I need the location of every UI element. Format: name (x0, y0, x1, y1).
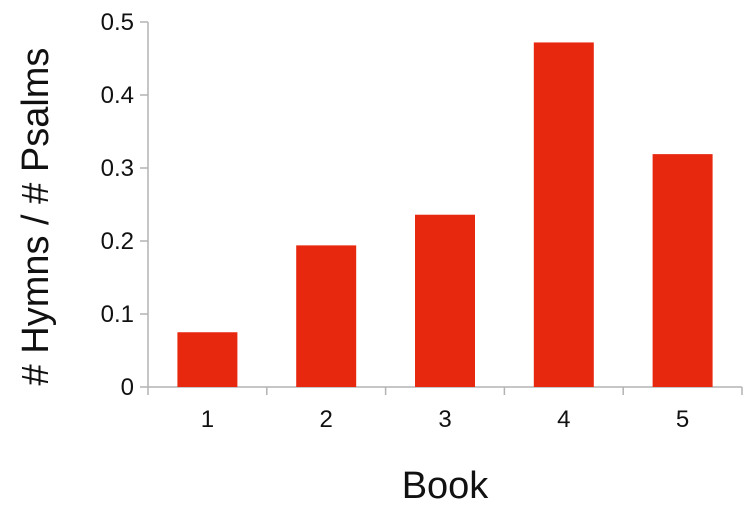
x-tick-label: 1 (201, 406, 214, 433)
bars (177, 42, 713, 387)
x-tick-label: 2 (320, 406, 333, 433)
y-tick-label: 0 (121, 374, 134, 401)
x-axis-title: Book (402, 465, 490, 505)
x-tick-label: 4 (557, 406, 570, 433)
x-tick-label: 3 (438, 406, 451, 433)
bar-book-4 (533, 42, 594, 387)
bar-book-2 (296, 245, 357, 387)
y-tick-label: 0.3 (101, 155, 134, 182)
y-tick-label: 0.5 (101, 9, 134, 36)
y-tick-label: 0.1 (101, 301, 134, 328)
x-tick-label: 5 (676, 406, 689, 433)
y-axis-title: # Hymns / # Psalms (15, 48, 57, 386)
bar-book-1 (177, 332, 238, 387)
bar-book-5 (652, 154, 713, 387)
y-axis: 0 0.1 0.2 0.3 0.4 0.5 (101, 9, 149, 401)
y-tick-label: 0.4 (101, 82, 134, 109)
y-tick-label: 0.2 (101, 228, 134, 255)
x-axis: 1 2 3 4 5 (147, 386, 743, 433)
bar-book-3 (415, 214, 475, 387)
